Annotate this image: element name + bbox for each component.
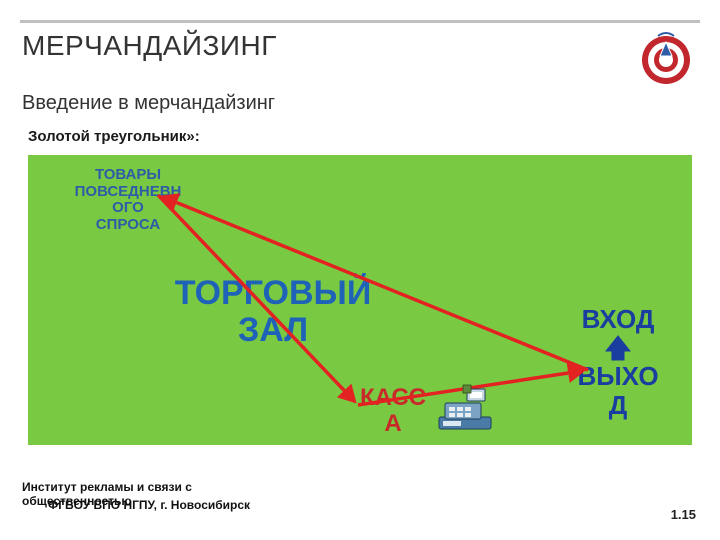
page-number: 1.15 [671,507,696,522]
brand-logo [638,30,694,86]
slide-title: МЕРЧАНДАЙЗИНГ [22,30,277,62]
slide-subtitle: Введение в мерчандайзинг [22,92,275,115]
slide-subhead: Золотой треугольник»: [28,128,200,145]
cash-register-icon [433,383,497,433]
triangle-arrows [28,155,692,445]
footer-line-2: ФГБОУ ВПО НГПУ, г. Новосибирск [48,498,250,512]
heading-rule [20,20,700,23]
